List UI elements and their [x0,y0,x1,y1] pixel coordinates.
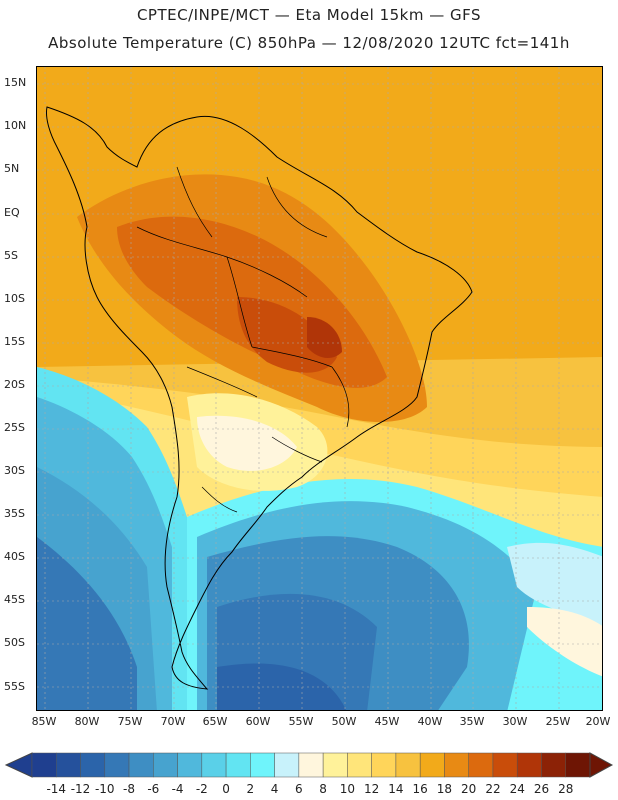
x-tick-label: 75W [117,715,143,728]
colorbar-tick-label: 24 [509,782,525,796]
colorbar-tick-label: -2 [195,782,208,796]
colorbar-swatch [492,752,518,778]
y-tick-label: 15S [4,335,25,348]
colorbar-arrow-right [589,752,614,778]
colorbar-swatch [201,752,227,778]
y-tick-label: 45S [4,593,25,606]
colorbar-swatch [250,752,275,778]
colorbar-tick-label: 22 [485,782,501,796]
colorbar-tick-label: 16 [412,782,428,796]
temperature-map [36,66,603,711]
colorbar-swatch [298,752,324,778]
colorbar-tick-label: 18 [436,782,453,796]
colorbar-tick-label: -4 [171,782,184,796]
colorbar-tick-label: 26 [533,782,550,796]
colorbar-swatch [153,752,178,778]
y-tick-label: 15N [4,76,27,89]
colorbar-tick-label: 4 [270,782,279,796]
y-tick-label: 50S [4,636,25,649]
colorbar-swatch [371,752,397,778]
colorbar-swatch [225,752,251,778]
colorbar-tick-label: 28 [558,782,574,796]
x-tick-label: 65W [202,715,228,728]
x-tick-label: 35W [459,715,485,728]
y-tick-label: EQ [4,206,20,219]
x-tick-label: 20W [585,715,611,728]
colorbar-swatch [322,752,348,778]
y-tick-label: 10S [4,292,25,305]
x-tick-label: 45W [374,715,400,728]
x-tick-label: 55W [288,715,314,728]
temperature-field [37,67,602,710]
y-tick-label: 55S [4,680,25,693]
colorbar-tick-label: 6 [295,782,303,796]
colorbar-swatch [468,752,494,778]
y-tick-label: 5N [4,162,20,175]
colorbar-tick-label: -12 [70,782,91,796]
colorbar-tick-label: 8 [319,782,327,796]
colorbar-swatch [516,752,542,778]
y-tick-label: 35S [4,507,25,520]
colorbar-swatch [128,752,154,778]
colorbar-swatch [395,752,421,778]
colorbar-tick-label: 14 [388,782,404,796]
y-tick-label: 5S [4,249,18,262]
colorbar-tick-label: -6 [147,782,160,796]
colorbar-swatch [56,752,81,778]
temperature-colorbar [4,752,614,778]
y-tick-label: 10N [4,119,27,132]
x-tick-label: 80W [74,715,100,728]
x-tick-label: 60W [245,715,271,728]
y-tick-label: 30S [4,464,25,477]
map-title-line-1: CPTEC/INPE/MCT — Eta Model 15km — GFS [136,6,482,24]
colorbar-swatch [565,752,591,778]
x-tick-label: 50W [331,715,357,728]
colorbar-tick-label: 12 [364,782,380,796]
colorbar-tick-label: 20 [461,782,477,796]
x-tick-label: 85W [31,715,57,728]
colorbar-swatch [444,752,469,778]
colorbar-tick-label: -8 [123,782,136,796]
x-tick-label: 25W [545,715,571,728]
colorbar-swatch [80,752,106,778]
x-tick-label: 30W [502,715,528,728]
colorbar-arrow-left [4,752,33,778]
south-america-coastline [46,106,473,690]
colorbar-tick-label: -10 [94,782,115,796]
colorbar-swatch [31,752,57,778]
map-title-line-2: Absolute Temperature (C) 850hPa — 12/08/… [48,34,570,52]
colorbar-tick-label: 10 [339,782,356,796]
y-tick-label: 40S [4,550,25,563]
colorbar-swatch [419,752,445,778]
colorbar-swatch [541,752,566,778]
colorbar-swatch [347,752,372,778]
colorbar-tick-label: 2 [246,782,255,796]
x-tick-label: 70W [160,715,186,728]
colorbar-tick-label: -14 [46,782,67,796]
x-tick-label: 40W [417,715,443,728]
y-tick-label: 25S [4,421,25,434]
colorbar-swatch [104,752,130,778]
colorbar-tick-label: 0 [222,782,230,796]
y-tick-label: 20S [4,378,25,391]
colorbar-swatch [274,752,300,778]
colorbar-swatch [177,752,203,778]
